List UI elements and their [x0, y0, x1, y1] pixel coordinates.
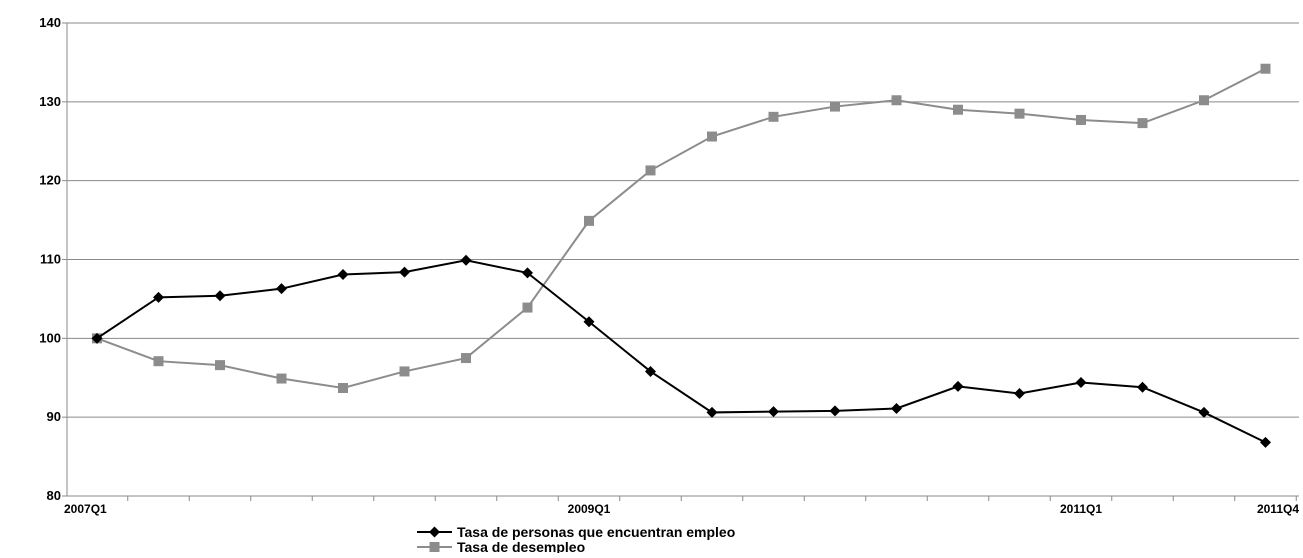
series-0-point-4	[337, 268, 349, 280]
series-0-point-7	[522, 267, 533, 279]
series-0-point-16	[1075, 376, 1087, 388]
y-tick-label-90: 90	[47, 409, 61, 424]
x-tick-label-1: 2009Q1	[568, 502, 611, 516]
series-0-point-6	[460, 254, 472, 266]
series-1-point-3	[276, 373, 287, 384]
x-tick-label-3: 2011Q4	[1257, 502, 1299, 516]
series-0-point-1	[153, 291, 164, 303]
series-1-point-17	[1137, 118, 1148, 129]
series-1-point-2	[215, 360, 225, 371]
series-1-point-19	[1260, 63, 1271, 74]
y-tick-label-120: 120	[39, 173, 61, 188]
series-0-point-18	[1198, 406, 1210, 418]
series-1-line	[96, 67, 1266, 390]
series-group	[91, 63, 1271, 448]
series-0-point-5	[399, 266, 410, 278]
axes	[62, 22, 1299, 501]
series-1-point-12	[830, 101, 840, 112]
series-0-point-14	[952, 380, 964, 392]
y-tick-label-130: 130	[39, 94, 61, 109]
y-tick-label-100: 100	[39, 330, 61, 345]
series-0-point-3	[276, 283, 287, 295]
series-0-line	[96, 259, 1266, 444]
series-0-point-13	[891, 402, 902, 414]
series-1-point-14	[953, 104, 963, 115]
y-tick-label-110: 110	[40, 252, 61, 267]
series-1-point-18	[1199, 95, 1209, 106]
series-1-point-8	[584, 215, 594, 226]
series-1-point-15	[1014, 108, 1025, 119]
legend-label-0: Tasa de personas que encuentran empleo	[457, 524, 735, 540]
y-tick-label-80: 80	[47, 488, 61, 503]
series-0-point-9	[645, 365, 656, 377]
tick-labels: 80 90 100 110 120 130 140 2007Q1 2009Q1 2011Q1 201…	[39, 15, 1299, 516]
series-1-point-16	[1076, 114, 1086, 125]
legend-label-1: Tasa de desempleo	[457, 539, 585, 553]
series-0-point-19	[1260, 436, 1271, 448]
series-0-point-11	[768, 406, 779, 418]
series-1-point-10	[707, 131, 717, 142]
series-1-point-13	[891, 95, 902, 106]
series-0-point-8	[583, 316, 595, 328]
legend-marker-0	[429, 526, 440, 538]
series-1-point-7	[522, 302, 533, 313]
legend: Tasa de personas que encuentran empleoTa…	[417, 524, 735, 555]
legend-marker-1	[429, 542, 440, 552]
y-tick-label-140: 140	[39, 15, 61, 30]
series-1-point-5	[399, 366, 410, 377]
series-0-point-12	[829, 405, 841, 417]
series-0-point-17	[1137, 381, 1148, 393]
series-1-point-6	[461, 353, 471, 364]
series-1	[92, 63, 1271, 393]
series-0	[91, 254, 1271, 448]
series-1-point-1	[153, 356, 164, 367]
series-0-point-2	[214, 290, 226, 302]
x-tick-label-0: 2007Q1	[64, 502, 107, 516]
series-1-point-4	[338, 382, 348, 393]
series-1-point-9	[645, 165, 656, 176]
gridlines	[67, 22, 1299, 418]
x-tick-label-2: 2011Q1	[1060, 502, 1102, 516]
series-0-point-10	[706, 406, 718, 418]
series-0-point-15	[1014, 388, 1025, 400]
series-0-point-0	[91, 332, 103, 344]
series-1-point-11	[768, 111, 779, 122]
